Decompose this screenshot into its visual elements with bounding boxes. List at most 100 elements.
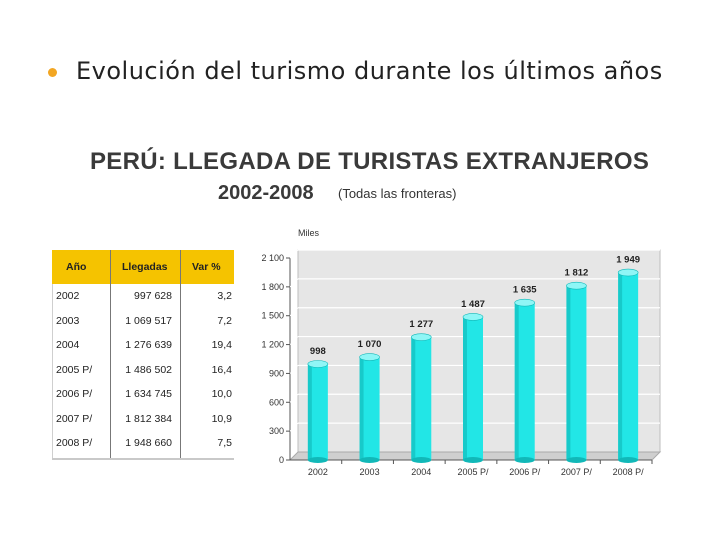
arrivals-table: Año Llegadas Var % 2002 997 628 3,2 2003… [52, 250, 234, 456]
bar-base [566, 457, 587, 463]
bar-series [307, 268, 639, 463]
cell-var: 10,9 [211, 412, 232, 425]
header-var: Var % [192, 261, 221, 273]
value-label: 1 812 [565, 268, 589, 279]
grid-line-side [289, 307, 299, 317]
bar [514, 298, 536, 463]
bar-body [411, 337, 432, 460]
bar-base [359, 457, 380, 463]
x-tick-label: 2003 [360, 467, 380, 477]
table-header: Año Llegadas Var % [52, 250, 234, 284]
bar-body [307, 364, 328, 460]
bar-body [514, 302, 535, 460]
y-tick-label: 0 [279, 455, 284, 465]
cell-year: 2002 [56, 290, 80, 302]
cell-var: 16,4 [211, 363, 232, 376]
bar-shade [411, 337, 416, 460]
bar-cap [514, 298, 536, 307]
figure-note: (Todas las fronteras) [338, 186, 457, 201]
x-tick-label: 2002 [308, 467, 328, 477]
x-tick-labels: 2002 2003 2004 2005 P/2006 P/2007 P/2008 P/ [308, 460, 653, 477]
table-row: 2006 P/ 1 634 745 10,0 [52, 382, 234, 407]
x-tick-label: 2004 [411, 467, 431, 477]
value-labels: 998 1 070 1 277 1 487 1 635 1 812 1 949 [310, 255, 640, 357]
grid-line-side [289, 336, 299, 345]
cell-year: 2005 P/ [56, 363, 93, 376]
bar-cap [410, 333, 432, 341]
table-row: 2008 P/ 1 948 660 7,5 [52, 431, 234, 456]
bar-cap [617, 268, 639, 277]
cell-year: 2003 [56, 314, 80, 327]
bar [566, 281, 587, 463]
table-col-divider [110, 250, 111, 460]
bar-base [307, 457, 328, 463]
header-year: Año [66, 261, 87, 273]
bar-cap [462, 313, 484, 321]
y-tick-labels: 0 300 600 900 1 200 1 500 1 800 2 100 [261, 253, 284, 465]
grid-line-side [289, 393, 299, 403]
bar [462, 313, 484, 463]
cell-arrivals: 1 276 639 [125, 339, 172, 351]
bar-shade [566, 285, 571, 460]
cell-arrivals: 997 628 [134, 290, 172, 302]
y-tick-label: 300 [269, 426, 284, 436]
grid-line-side [289, 365, 299, 374]
arrivals-bar-chart: 0 300 600 900 1 200 1 500 1 800 2 100 998 1 070 1… [261, 228, 662, 477]
value-label: 1 070 [358, 339, 382, 350]
cell-var: 10,0 [211, 388, 232, 400]
y-tick-label: 2 100 [261, 253, 284, 263]
bar-base [411, 457, 432, 463]
bar [307, 360, 329, 463]
bar-body [359, 357, 380, 460]
table-col-divider [180, 250, 181, 460]
grid-line-side [289, 249, 299, 259]
cell-year: 2007 P/ [56, 412, 93, 425]
bar-shade [514, 302, 519, 460]
value-label: 1 635 [513, 285, 537, 296]
cell-var: 3,2 [217, 290, 232, 302]
y-tick-label: 1 500 [261, 311, 284, 321]
cell-var: 19,4 [211, 339, 232, 351]
bar-shade [463, 316, 467, 460]
y-tick-label: 900 [269, 368, 284, 378]
bar-body [618, 272, 639, 460]
cell-arrivals: 1 948 660 [125, 437, 172, 449]
cell-arrivals: 1 634 745 [125, 388, 172, 400]
table-row: 2003 1 069 517 7,2 [52, 309, 234, 334]
bar-body [463, 316, 483, 460]
y-tick-label: 1 800 [261, 282, 284, 292]
grid-line-side [289, 422, 299, 432]
value-label: 1 487 [461, 299, 485, 310]
y-tick-label: 1 200 [261, 340, 284, 350]
figure-title: PERÚ: LLEGADA DE TURISTAS EXTRANJEROS [90, 148, 650, 175]
bar [410, 333, 432, 463]
bar [359, 353, 380, 463]
table-bottom-border [52, 458, 234, 460]
x-tick-label: 2005 P/ [457, 467, 489, 477]
bar-cap [566, 281, 587, 290]
table-row: 2002 997 628 3,2 [52, 284, 234, 309]
cell-arrivals: 1 069 517 [125, 314, 172, 327]
bar-cap [307, 360, 329, 368]
table-left-border [52, 284, 53, 459]
cell-arrivals: 1 812 384 [125, 412, 172, 425]
bar [617, 268, 639, 463]
figure-years: 2002-2008 [218, 182, 314, 204]
y-tick-label: 600 [269, 397, 284, 407]
bar-cap [359, 353, 380, 361]
bullet-text: Evolución del turismo durante los último… [76, 57, 663, 85]
table-row: 2004 1 276 639 19,4 [52, 333, 234, 358]
value-label: 1 277 [409, 319, 433, 330]
bullet-dot-icon [48, 68, 57, 77]
cell-var: 7,5 [217, 437, 232, 449]
cell-year: 2006 P/ [56, 388, 93, 400]
y-axis-unit-label: Miles [298, 228, 320, 238]
bar-shade [618, 272, 623, 460]
bar-base [618, 457, 639, 463]
value-label: 998 [310, 346, 326, 357]
bar-shade [359, 357, 364, 460]
table-row: 2007 P/ 1 812 384 10,9 [52, 407, 234, 432]
bar-base [514, 457, 535, 463]
grid-line-side [289, 278, 299, 288]
bar-base [463, 457, 483, 463]
